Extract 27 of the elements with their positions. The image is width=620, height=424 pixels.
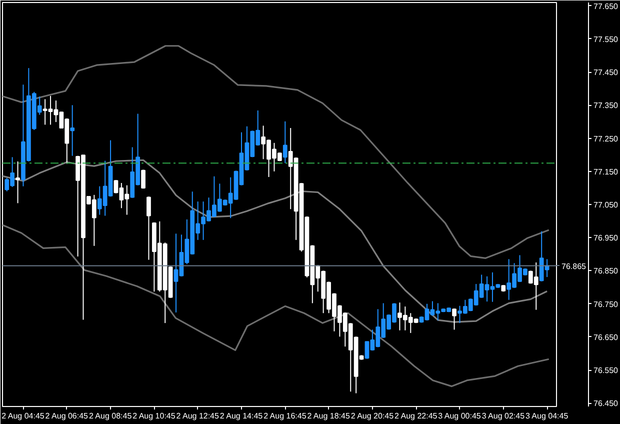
x-tick-label: 2 Aug 20:45 [350,412,394,420]
x-tick-label: 3 Aug 00:45 [438,412,482,420]
y-tick-label: 77.650 [594,2,619,11]
x-tick-label: 3 Aug 04:45 [525,412,569,420]
x-tick-label: 2 Aug 12:45 [176,412,220,420]
y-tick-label: 76.550 [594,366,619,376]
x-tick-label: 3 Aug 02:45 [482,412,526,420]
y-tick-label: 76.650 [594,332,619,342]
x-tick-label: 2 Aug 18:45 [307,412,350,420]
x-tick-label: 2 Aug 22:45 [394,412,438,420]
y-tick-label: 77.250 [594,134,619,144]
x-tick-label: 2 Aug 10:45 [132,412,176,420]
x-tick-label: 2 Aug 14:45 [220,412,264,420]
x-tick-label: 2 Aug 04:45 [2,412,45,420]
y-tick-label: 77.450 [594,68,619,78]
x-tick-label: 2 Aug 06:45 [45,412,89,420]
y-tick-label: 77.050 [594,200,619,210]
y-tick-label: 77.550 [594,34,619,44]
y-tick-label: 76.450 [594,399,619,408]
y-tick-label: 77.350 [594,101,619,110]
y-tick-label: 76.950 [594,234,619,243]
y-tick-label: 76.750 [594,300,619,309]
y-tick-label: 76.850 [594,266,619,276]
y-tick-label: 77.150 [594,167,619,176]
x-tick-label: 2 Aug 16:45 [264,412,307,420]
ref-line-label: 76.865 [562,262,587,271]
x-tick-label: 2 Aug 08:45 [88,412,132,420]
